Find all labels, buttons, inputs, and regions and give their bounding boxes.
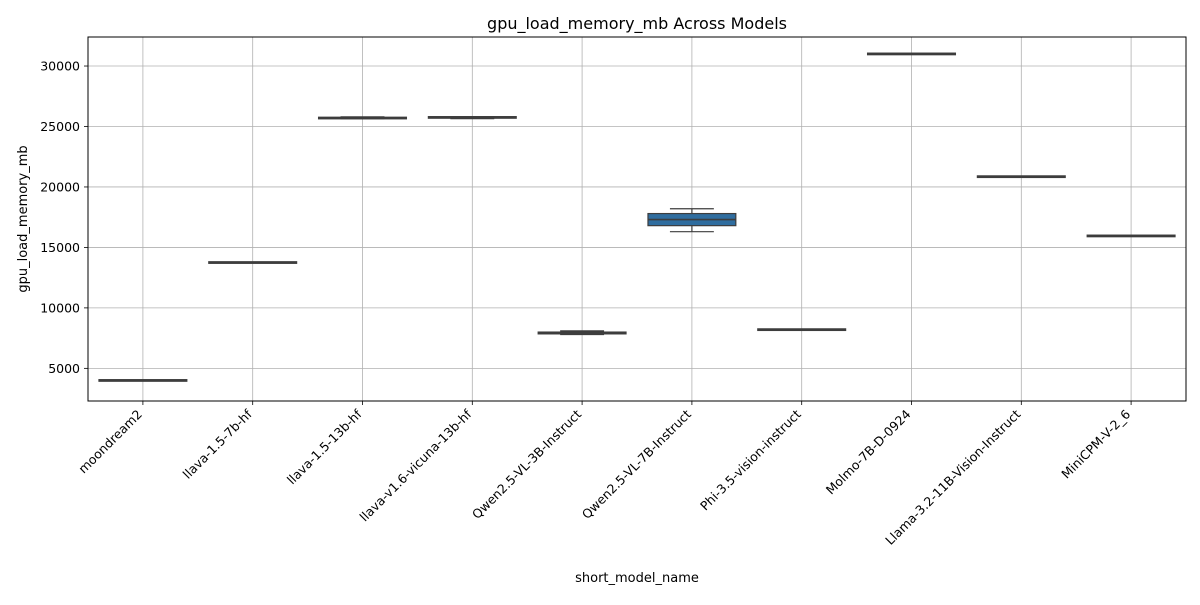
x-tick-label: Llama-3.2-11B-Vision-Instruct bbox=[882, 406, 1023, 547]
box-llava-v1.6-vicuna-13b-hf bbox=[427, 116, 517, 120]
box-Molmo-7B-D-0924 bbox=[866, 52, 957, 56]
box-series bbox=[98, 52, 1176, 382]
y-tick-label: 5000 bbox=[48, 361, 80, 376]
y-tick-label: 25000 bbox=[40, 119, 80, 134]
x-tick-label: llava-v1.6-vicuna-13b-hf bbox=[357, 406, 475, 524]
box-Phi-3.5-vision-instruct bbox=[757, 328, 847, 332]
x-tick-label: llava-1.5-13b-hf bbox=[284, 406, 365, 487]
box-Qwen2.5-VL-7B-Instruct bbox=[647, 208, 737, 233]
x-tick-label: llava-1.5-7b-hf bbox=[180, 406, 256, 482]
y-tick-label: 20000 bbox=[40, 179, 80, 194]
box-moondream2 bbox=[98, 379, 188, 382]
x-tick-label: Phi-3.5-vision-instruct bbox=[697, 406, 804, 513]
x-axis-label: short_model_name bbox=[575, 571, 699, 586]
chart-title: gpu_load_memory_mb Across Models bbox=[487, 14, 787, 34]
box-Qwen2.5-VL-3B-Instruct bbox=[537, 330, 627, 336]
y-tick-label: 30000 bbox=[40, 59, 80, 74]
x-axis-ticks: moondream2 llava-1.5-7b-hf llava-1.5-13b-h… bbox=[75, 401, 1133, 548]
plot-area-frame bbox=[87, 36, 1187, 402]
y-axis-ticks: 5000 10000 15000 20000 25000 30000 bbox=[40, 59, 88, 376]
box-llava-1.5-13b-hf bbox=[317, 116, 408, 120]
box-Llama-3.2-11B-Vision-Instruct bbox=[976, 175, 1066, 179]
y-tick-label: 15000 bbox=[40, 240, 80, 255]
x-tick-label: Qwen2.5-VL-7B-Instruct bbox=[579, 406, 694, 521]
box-MiniCPM-V-2_6 bbox=[1086, 234, 1176, 238]
x-tick-label: Molmo-7B-D-0924 bbox=[823, 406, 914, 497]
x-tick-label: moondream2 bbox=[75, 407, 145, 477]
y-axis-label: gpu_load_memory_mb bbox=[16, 145, 31, 292]
x-tick-label: MiniCPM-V-2_6 bbox=[1058, 406, 1133, 481]
grid-lines bbox=[88, 37, 1186, 401]
y-tick-label: 10000 bbox=[40, 300, 80, 315]
box-llava-1.5-7b-hf bbox=[208, 261, 298, 264]
x-tick-label: Qwen2.5-VL-3B-Instruct bbox=[469, 406, 584, 521]
